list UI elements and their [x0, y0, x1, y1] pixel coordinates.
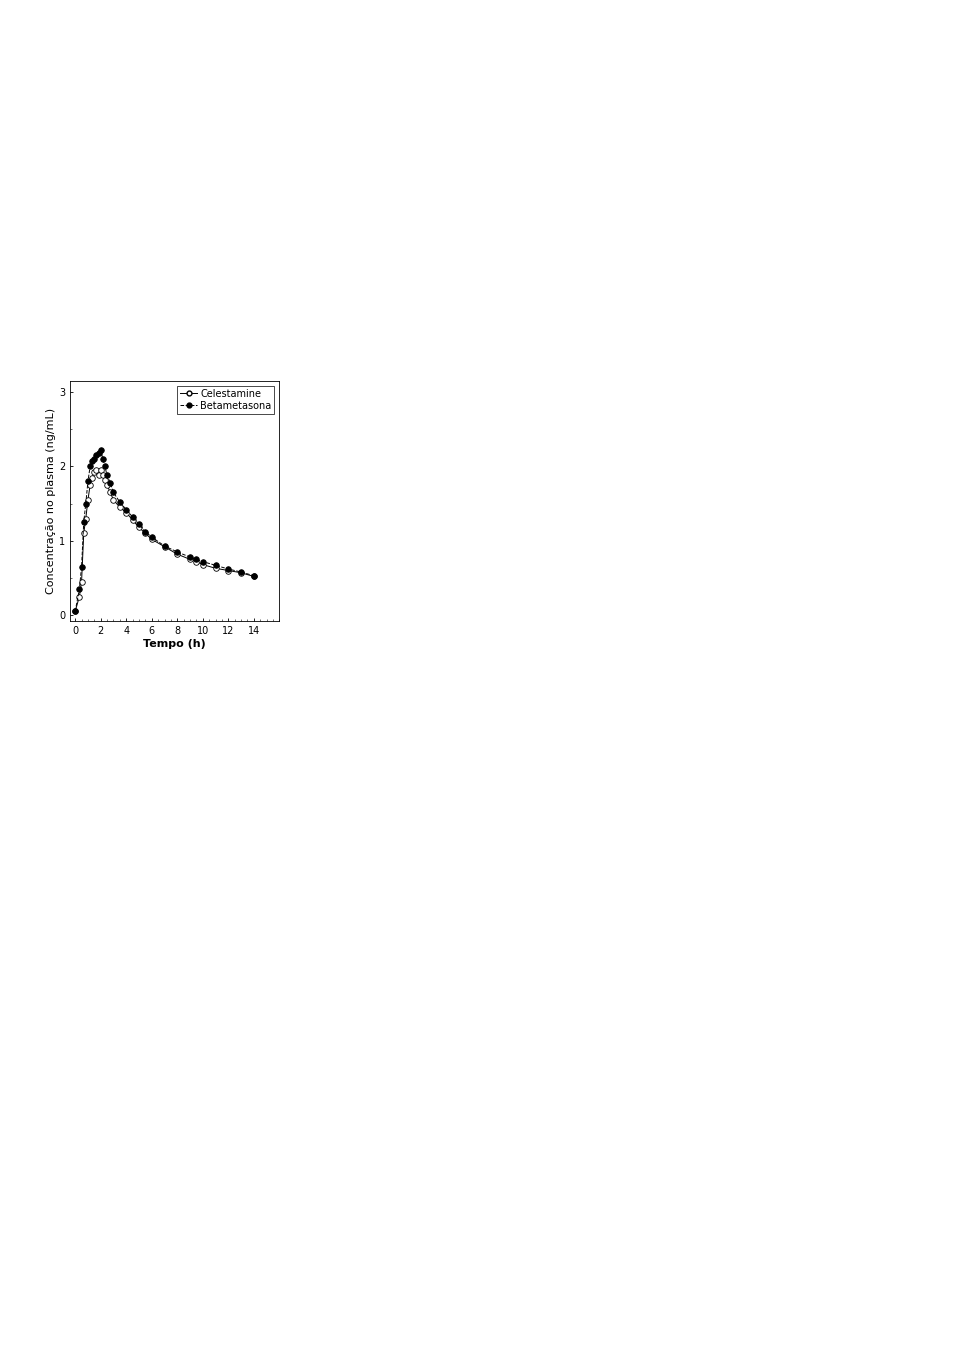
Betametasona: [114, 494, 126, 510]
Betametasona: [191, 552, 203, 568]
Celestamine: [114, 499, 126, 515]
Betametasona: [210, 557, 222, 574]
Betametasona: [99, 458, 110, 475]
Betametasona: [93, 445, 105, 461]
Betametasona: [139, 523, 151, 540]
Betametasona: [108, 484, 119, 500]
Betametasona: [88, 452, 100, 468]
Betametasona: [97, 452, 108, 468]
Line: Betametasona: Betametasona: [72, 447, 256, 614]
Celestamine: [69, 603, 81, 620]
Celestamine: [78, 525, 89, 541]
Betametasona: [84, 458, 96, 475]
Betametasona: [146, 529, 157, 545]
Celestamine: [102, 477, 113, 494]
Betametasona: [102, 468, 113, 484]
X-axis label: Tempo (h): Tempo (h): [143, 639, 206, 648]
Y-axis label: Concentração no plasma (ng/mL): Concentração no plasma (ng/mL): [46, 408, 57, 594]
Celestamine: [97, 468, 108, 484]
Line: Celestamine: Celestamine: [72, 468, 256, 614]
Celestamine: [108, 492, 119, 508]
Celestamine: [74, 589, 85, 605]
Betametasona: [133, 517, 145, 533]
Celestamine: [197, 556, 208, 572]
Celestamine: [99, 472, 110, 488]
Celestamine: [158, 538, 170, 555]
Celestamine: [184, 552, 196, 568]
Betametasona: [78, 514, 89, 530]
Celestamine: [223, 563, 234, 579]
Betametasona: [69, 603, 81, 620]
Celestamine: [88, 464, 100, 480]
Celestamine: [146, 532, 157, 548]
Betametasona: [184, 549, 196, 565]
Betametasona: [235, 564, 247, 580]
Celestamine: [210, 560, 222, 576]
Celestamine: [172, 546, 183, 563]
Celestamine: [120, 504, 132, 521]
Celestamine: [91, 462, 103, 479]
Celestamine: [105, 484, 116, 500]
Betametasona: [248, 568, 259, 584]
Betametasona: [120, 502, 132, 518]
Betametasona: [83, 473, 94, 490]
Legend: Celestamine, Betametasona: Celestamine, Betametasona: [177, 386, 275, 414]
Celestamine: [248, 568, 259, 584]
Celestamine: [191, 553, 203, 570]
Betametasona: [95, 442, 107, 458]
Celestamine: [80, 510, 91, 526]
Celestamine: [84, 477, 96, 494]
Betametasona: [76, 559, 87, 575]
Betametasona: [86, 453, 98, 469]
Celestamine: [86, 469, 98, 485]
Celestamine: [235, 564, 247, 580]
Betametasona: [127, 508, 138, 525]
Betametasona: [74, 580, 85, 597]
Celestamine: [76, 574, 87, 590]
Celestamine: [133, 519, 145, 536]
Betametasona: [197, 553, 208, 570]
Celestamine: [139, 525, 151, 541]
Betametasona: [91, 447, 103, 464]
Betametasona: [158, 538, 170, 555]
Celestamine: [83, 492, 94, 508]
Celestamine: [93, 468, 105, 484]
Betametasona: [172, 544, 183, 560]
Celestamine: [95, 462, 107, 479]
Betametasona: [80, 495, 91, 511]
Betametasona: [105, 475, 116, 491]
Celestamine: [127, 511, 138, 527]
Betametasona: [223, 561, 234, 578]
